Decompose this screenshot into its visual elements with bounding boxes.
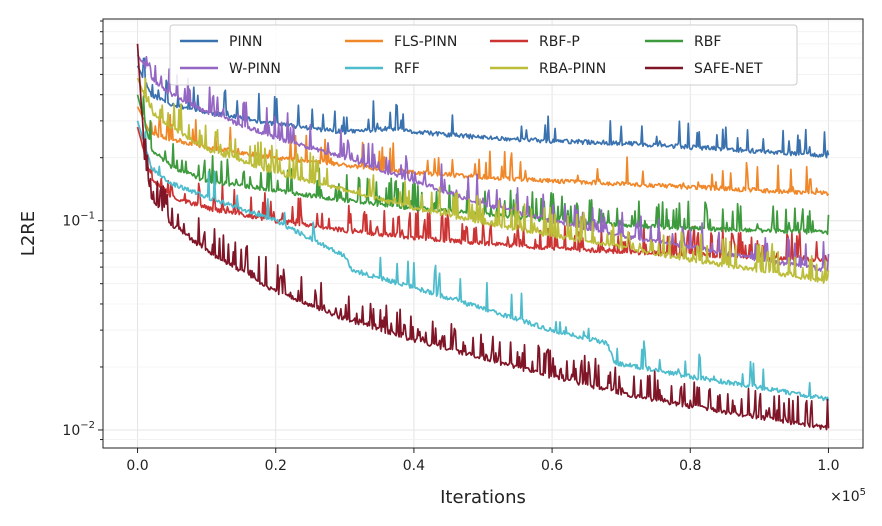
y-tick-exponent: −1 bbox=[80, 211, 95, 222]
x-tick-label: 1.0 bbox=[817, 458, 839, 474]
y-tick-base: 10 bbox=[62, 214, 80, 230]
y-axis-ticks: 10−110−2 bbox=[62, 20, 103, 441]
x-axis-ticks: 0.0 0.2 0.4 0.6 0.8 1.0 bbox=[126, 448, 840, 474]
legend-label-w-pinn: W-PINN bbox=[229, 61, 281, 77]
legend-label-rbf: RBF bbox=[694, 34, 721, 50]
x-tick-label: 0.4 bbox=[403, 458, 425, 474]
y-tick-exponent: −2 bbox=[80, 420, 95, 431]
series-line-rff bbox=[136, 120, 830, 402]
x-tick-label: 0.8 bbox=[679, 458, 701, 474]
legend-label-safe-net: SAFE-NET bbox=[694, 61, 763, 77]
y-axis-label: L2RE bbox=[18, 211, 39, 256]
legend-label-rff: RFF bbox=[394, 61, 420, 77]
y-tick-label: 10−2 bbox=[62, 420, 95, 439]
y-tick-base: 10 bbox=[62, 423, 80, 439]
series-lines bbox=[136, 43, 830, 431]
x-tick-label: 0.0 bbox=[126, 458, 148, 474]
series-line-pinn bbox=[136, 57, 830, 159]
plot-frame bbox=[102, 18, 864, 449]
y-tick-label: 10−1 bbox=[62, 211, 95, 230]
legend-label-rba-pinn: RBA-PINN bbox=[539, 61, 606, 77]
series-line-rba-pinn bbox=[136, 77, 830, 284]
series-line-w-pinn bbox=[136, 54, 830, 272]
x-tick-label: 0.2 bbox=[265, 458, 287, 474]
series-line-fls-pinn bbox=[136, 106, 830, 197]
x-axis-label: Iterations bbox=[440, 487, 526, 508]
legend-label-pinn: PINN bbox=[229, 34, 263, 50]
x-multiplier-exponent: 5 bbox=[860, 487, 866, 498]
x-tick-label: 0.6 bbox=[541, 458, 563, 474]
series-line-safe-net bbox=[136, 43, 830, 431]
legend-box bbox=[169, 24, 798, 86]
x-multiplier-base: ×10 bbox=[830, 489, 860, 505]
legend: PINN FLS-PINN RBF-P RBF W-PINN RFF RBA-PINN SAF… bbox=[169, 24, 798, 86]
x-axis-multiplier: ×105 bbox=[830, 487, 866, 505]
legend-label-fls-pinn: FLS-PINN bbox=[394, 34, 457, 50]
legend-label-rbf-p: RBF-P bbox=[539, 34, 580, 50]
